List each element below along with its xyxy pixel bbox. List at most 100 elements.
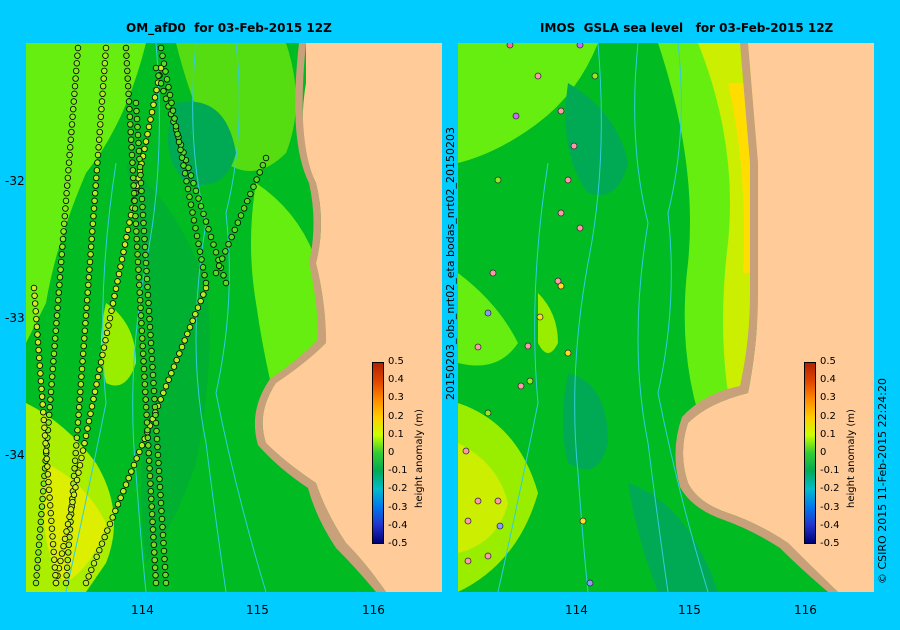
track-point	[85, 274, 93, 281]
track-point	[142, 396, 149, 403]
observation-point	[474, 497, 482, 505]
observation-point	[494, 497, 502, 505]
track-point	[133, 107, 140, 115]
track-point	[135, 274, 143, 281]
track-point	[220, 272, 227, 279]
track-point	[74, 44, 82, 52]
track-point	[158, 515, 166, 523]
track-point	[75, 404, 83, 411]
right-side-label: 20150203_obs_nrt02_eta bodas_nrt02_20150…	[444, 126, 457, 400]
track-point	[138, 442, 146, 449]
track-point	[155, 459, 162, 467]
observation-point	[591, 72, 599, 80]
colorbar-segment	[373, 417, 383, 435]
track-point	[42, 447, 50, 455]
track-point	[93, 167, 101, 174]
track-point	[90, 212, 97, 220]
track-point	[136, 155, 143, 163]
track-point	[55, 297, 62, 304]
track-point	[71, 457, 79, 464]
track-point	[33, 315, 40, 323]
track-point	[117, 494, 124, 501]
track-point	[65, 167, 72, 174]
left-y-tick-2: -33	[5, 311, 25, 325]
track-point	[60, 228, 67, 235]
observation-point	[474, 343, 482, 351]
track-point	[160, 389, 167, 397]
track-point	[151, 549, 158, 556]
track-point	[106, 520, 114, 528]
track-point	[46, 411, 53, 419]
track-point	[76, 462, 84, 469]
track-point	[98, 105, 105, 113]
track-point	[161, 555, 168, 563]
track-point	[99, 90, 106, 98]
track-point	[139, 350, 147, 357]
colorbar-tick-label: 0.4	[388, 374, 404, 386]
track-point	[133, 228, 140, 235]
track-point	[134, 251, 141, 258]
track-point	[187, 201, 195, 208]
track-point	[74, 426, 81, 434]
track-point	[152, 572, 159, 579]
left-y-tick-1: -32	[5, 174, 25, 188]
track-point	[250, 183, 257, 190]
track-point	[56, 274, 64, 281]
track-point	[77, 381, 85, 388]
track-point	[87, 251, 94, 258]
track-point	[97, 113, 105, 120]
track-point	[122, 44, 130, 52]
track-point	[45, 486, 53, 494]
track-point	[162, 579, 170, 587]
track-point	[256, 169, 263, 176]
track-point	[144, 131, 151, 138]
track-point	[79, 447, 87, 454]
track-point	[219, 255, 226, 262]
track-point	[31, 292, 38, 299]
track-point	[147, 331, 154, 339]
track-point	[64, 182, 71, 189]
track-point	[149, 363, 156, 371]
track-point	[93, 381, 100, 388]
track-point	[186, 324, 194, 331]
track-point	[91, 197, 98, 205]
track-point	[222, 248, 229, 255]
track-point	[137, 171, 144, 179]
right-x-tick-3: 116	[794, 603, 817, 617]
track-point	[130, 182, 137, 189]
track-point	[38, 393, 46, 400]
colorbar-tick-label: 0.4	[820, 374, 836, 386]
colorbar-segment	[805, 453, 815, 471]
track-point	[40, 488, 47, 495]
observation-point	[526, 377, 534, 385]
track-point	[95, 136, 103, 143]
colorbar-tick-label: -0.4	[820, 519, 840, 531]
track-point	[98, 540, 106, 547]
track-point	[128, 151, 136, 159]
track-point	[139, 203, 146, 211]
colorbar-segment	[373, 453, 383, 471]
track-point	[82, 312, 90, 319]
track-point	[97, 121, 104, 128]
track-point	[123, 52, 130, 59]
right-map-panel[interactable]	[458, 43, 874, 592]
track-point	[192, 224, 199, 232]
track-point	[49, 365, 56, 373]
track-point	[259, 161, 267, 169]
track-point	[150, 387, 158, 395]
track-point	[39, 401, 46, 408]
track-point	[81, 440, 88, 447]
track-point	[94, 373, 102, 381]
track-point	[58, 550, 66, 557]
track-point	[78, 454, 85, 462]
track-point	[45, 478, 52, 486]
left-map-panel[interactable]	[26, 43, 442, 592]
track-point	[148, 503, 155, 510]
track-point	[65, 541, 73, 548]
observation-point	[496, 522, 504, 530]
track-point	[34, 339, 42, 346]
track-point	[72, 449, 79, 457]
track-point	[134, 131, 142, 139]
track-point	[130, 190, 138, 197]
track-point	[162, 383, 170, 390]
